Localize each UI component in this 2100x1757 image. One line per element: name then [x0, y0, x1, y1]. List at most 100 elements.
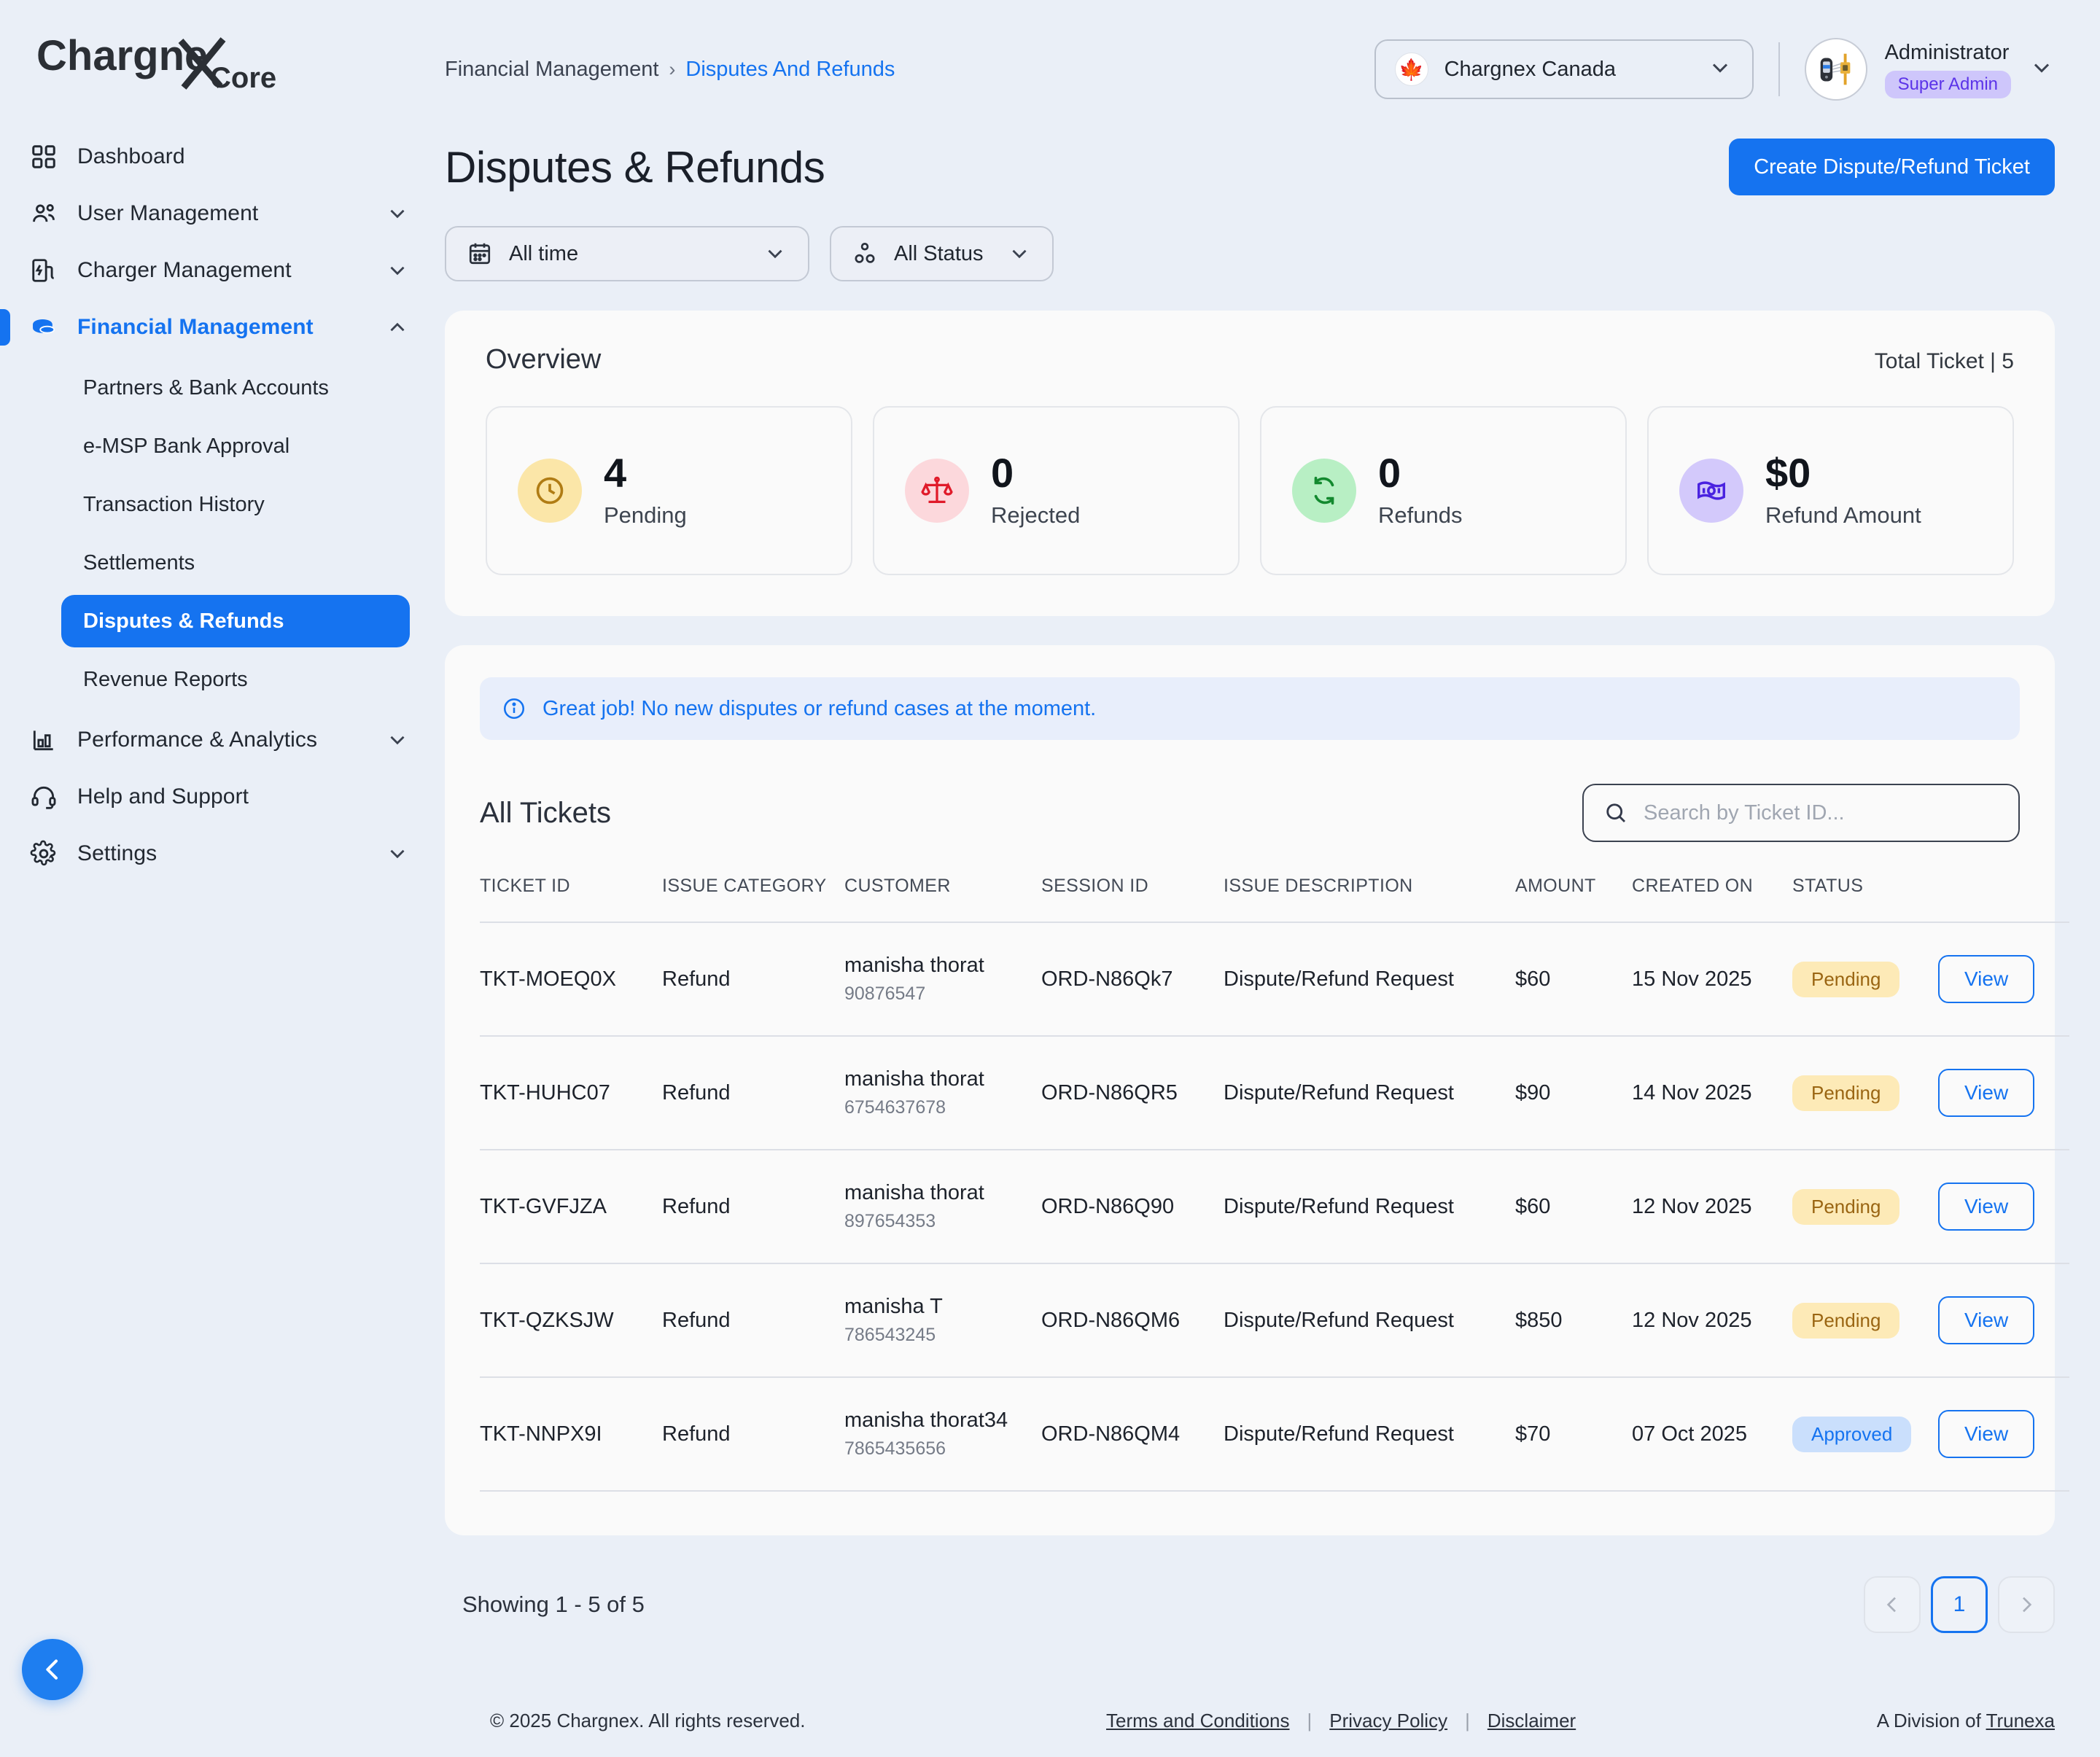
sidebar-subitem-transaction-history[interactable]: Transaction History [61, 478, 410, 531]
cell-issue-category: Refund [662, 1263, 844, 1378]
main-area: Financial Management › Disputes And Refu… [445, 0, 2100, 1757]
sidebar-subitem-emsp-bank-approval[interactable]: e-MSP Bank Approval [61, 420, 410, 472]
column-header-ticket-id: TICKET ID [480, 876, 662, 923]
sidebar-item-help-and-support[interactable]: Help and Support [0, 768, 445, 825]
view-button[interactable]: View [1938, 1296, 2035, 1344]
column-header-session-id: SESSION ID [1041, 876, 1224, 923]
column-header-amount: AMOUNT [1515, 876, 1632, 923]
sidebar-item-label: Settings [77, 841, 158, 865]
sidebar-subitem-partners-bank-accounts[interactable]: Partners & Bank Accounts [61, 362, 410, 414]
sidebar-item-financial-management[interactable]: Financial Management [0, 299, 445, 356]
pagination-prev-button[interactable] [1864, 1576, 1921, 1633]
pagination-page-1[interactable]: 1 [1931, 1576, 1988, 1633]
footer-link-terms[interactable]: Terms and Conditions [1106, 1710, 1290, 1731]
cell-created-on: 14 Nov 2025 [1632, 1036, 1792, 1150]
footer-link-disclaimer[interactable]: Disclaimer [1487, 1710, 1576, 1731]
overview-header: Overview Total Ticket | 5 [486, 344, 2014, 375]
sidebar-item-user-management[interactable]: User Management [0, 185, 445, 242]
status-badge: Pending [1792, 961, 1900, 997]
gear-icon [29, 839, 58, 868]
sidebar-item-label: Charger Management [77, 258, 292, 282]
stat-card-refunds: 0 Refunds [1260, 406, 1627, 575]
customer-id: 90876547 [844, 983, 926, 1004]
cell-customer: manisha thorat34 7865435656 [844, 1377, 1041, 1492]
view-button[interactable]: View [1938, 1183, 2035, 1231]
sidebar-subitem-revenue-reports[interactable]: Revenue Reports [61, 653, 410, 706]
breadcrumb: Financial Management › Disputes And Refu… [445, 58, 895, 82]
breadcrumb-separator: › [669, 58, 676, 80]
cell-actions: View [1938, 1036, 2069, 1150]
chevron-down-icon [1707, 55, 1733, 85]
sidebar-item-label: User Management [77, 201, 259, 225]
cell-issue-description: Dispute/Refund Request [1224, 1150, 1515, 1264]
charger-icon [29, 256, 58, 285]
cell-actions: View [1938, 922, 2069, 1037]
search-input[interactable] [1644, 800, 1999, 825]
cell-issue-category: Refund [662, 1036, 844, 1150]
status-filter-label: All Status [894, 241, 984, 265]
topbar: Financial Management › Disputes And Refu… [445, 0, 2100, 139]
chevron-up-icon[interactable] [385, 315, 410, 340]
page-header: Disputes & Refunds Create Dispute/Refund… [445, 139, 2055, 195]
chevron-down-icon[interactable] [385, 728, 410, 752]
breadcrumb-parent[interactable]: Financial Management [445, 57, 659, 81]
pagination-next-button[interactable] [1998, 1576, 2055, 1633]
sidebar-collapse-button[interactable] [22, 1639, 83, 1700]
chevron-down-icon[interactable] [385, 258, 410, 283]
sidebar-item-settings[interactable]: Settings [0, 825, 445, 882]
chevron-down-icon[interactable] [385, 841, 410, 866]
cell-amount: $70 [1515, 1377, 1632, 1492]
chevron-down-icon[interactable] [385, 201, 410, 226]
cell-actions: View [1938, 1150, 2069, 1264]
search-box[interactable] [1582, 784, 2020, 842]
cell-amount: $60 [1515, 1150, 1632, 1264]
cell-issue-description: Dispute/Refund Request [1224, 1263, 1515, 1378]
create-dispute-refund-ticket-button[interactable]: Create Dispute/Refund Ticket [1729, 139, 2055, 195]
tickets-header: All Tickets [480, 784, 2020, 842]
cell-created-on: 15 Nov 2025 [1632, 922, 1792, 1037]
stat-value: $0 [1765, 450, 1811, 496]
profile-menu[interactable]: Administrator Super Admin [1804, 38, 2055, 101]
logo-mark-icon: Chargne Core [36, 32, 276, 93]
view-button[interactable]: View [1938, 1069, 2035, 1117]
customer-id: 897654353 [844, 1211, 936, 1231]
sidebar-item-dashboard[interactable]: Dashboard [0, 128, 445, 185]
division-note: A Division of Trunexa [1877, 1710, 2055, 1732]
bar-chart-icon [29, 725, 58, 755]
brand-logo[interactable]: Chargne Core [0, 0, 445, 128]
footer-links: Terms and Conditions | Privacy Policy | … [1106, 1710, 1576, 1732]
stat-label: Refund Amount [1765, 502, 1921, 528]
view-button[interactable]: View [1938, 955, 2035, 1003]
sidebar-subitem-disputes-refunds[interactable]: Disputes & Refunds [61, 595, 410, 647]
sidebar-subitem-label: Transaction History [83, 492, 265, 516]
customer-name: manisha thorat [844, 1181, 984, 1204]
status-filter[interactable]: All Status [830, 226, 1054, 281]
sidebar-item-performance-analytics[interactable]: Performance & Analytics [0, 712, 445, 768]
sidebar-item-charger-management[interactable]: Charger Management [0, 242, 445, 299]
date-range-filter[interactable]: All time [445, 226, 809, 281]
footer: © 2025 Chargnex. All rights reserved. Te… [445, 1694, 2100, 1757]
cell-ticket-id: TKT-HUHC07 [480, 1036, 662, 1150]
sidebar-subitem-label: Revenue Reports [83, 667, 248, 691]
stat-card-refund-amount: $0 Refund Amount [1647, 406, 2014, 575]
stat-value: 0 [991, 450, 1014, 496]
customer-name: manisha thorat34 [844, 1409, 1008, 1432]
pagination-row: Showing 1 - 5 of 5 1 [445, 1535, 2055, 1633]
footer-link-privacy[interactable]: Privacy Policy [1329, 1710, 1448, 1731]
stat-value: 4 [604, 450, 627, 496]
calendar-icon [467, 241, 493, 267]
cell-ticket-id: TKT-NNPX9I [480, 1377, 662, 1492]
sidebar-subitem-settlements[interactable]: Settlements [61, 537, 410, 589]
division-prefix: A Division of [1876, 1710, 1986, 1731]
region-selector[interactable]: 🍁 Chargnex Canada [1374, 39, 1754, 99]
column-header-issue-description: ISSUE DESCRIPTION [1224, 876, 1515, 923]
breadcrumb-current: Disputes And Refunds [685, 57, 895, 81]
status-icon [852, 241, 878, 267]
view-button[interactable]: View [1938, 1410, 2035, 1458]
tickets-table: TICKET ID ISSUE CATEGORY CUSTOMER SESSIO… [480, 876, 2069, 1492]
column-header-created-on: CREATED ON [1632, 876, 1792, 923]
stat-label: Refunds [1378, 502, 1463, 528]
cell-issue-category: Refund [662, 1377, 844, 1492]
division-name[interactable]: Trunexa [1986, 1710, 2055, 1731]
cell-amount: $850 [1515, 1263, 1632, 1378]
